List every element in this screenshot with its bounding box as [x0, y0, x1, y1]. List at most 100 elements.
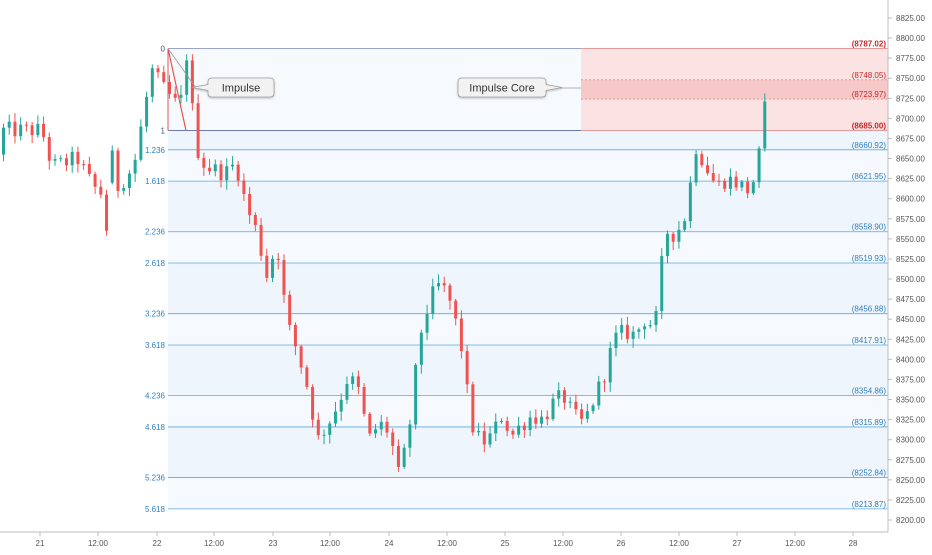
- candle: [356, 370, 360, 395]
- candle: [660, 248, 664, 319]
- candle: [408, 419, 412, 457]
- candle: [316, 412, 320, 440]
- callout-text: Impulse: [222, 83, 261, 95]
- fib-price-label: (8519.93): [852, 254, 887, 263]
- candle: [374, 424, 378, 439]
- candle: [162, 65, 166, 84]
- time-tick-label: 25: [501, 539, 510, 548]
- candle: [276, 252, 280, 270]
- candle: [368, 411, 372, 437]
- candle: [122, 184, 126, 195]
- impulse-core-callout: Impulse Core: [457, 77, 563, 98]
- candle: [293, 322, 297, 356]
- candle: [757, 146, 761, 188]
- candle: [728, 168, 732, 196]
- price-tick-label: 8550.00: [896, 235, 925, 244]
- candle: [265, 248, 269, 283]
- candle: [557, 382, 561, 407]
- fib-ratio-label: 3.618: [145, 341, 166, 350]
- price-tick-label: 8675.00: [896, 134, 925, 143]
- time-tick-label: 12:00: [204, 539, 225, 548]
- candle: [70, 146, 74, 173]
- fib-price-label: (8354.86): [852, 387, 887, 396]
- candle: [396, 439, 400, 472]
- candle: [477, 423, 481, 437]
- fib-price-label: (8456.88): [852, 305, 887, 314]
- candle: [362, 383, 366, 417]
- candle: [591, 403, 595, 415]
- candle: [64, 153, 68, 171]
- price-tick-label: 8375.00: [896, 375, 925, 384]
- fib-ratio-label: 0: [161, 45, 166, 54]
- price-tick-label: 8325.00: [896, 416, 925, 425]
- candle: [185, 54, 189, 102]
- candle: [271, 255, 275, 283]
- fib-band: [168, 313, 888, 345]
- candle: [671, 231, 675, 251]
- candle: [540, 410, 544, 428]
- candle: [459, 310, 463, 359]
- fib-band: [168, 130, 888, 150]
- time-tick-label: 24: [385, 539, 394, 548]
- candle: [419, 329, 423, 374]
- candle: [328, 421, 332, 444]
- price-tick-label: 8400.00: [896, 355, 925, 364]
- fib-ratio-label: 5.236: [145, 474, 166, 483]
- price-tick-label: 8225.00: [896, 496, 925, 505]
- core-level-label: (8723.97): [852, 90, 887, 99]
- fib-ratio-label: 5.618: [145, 505, 166, 514]
- candle: [236, 160, 240, 187]
- candle: [683, 218, 687, 233]
- candle: [299, 344, 303, 374]
- candle: [414, 362, 418, 430]
- time-tick-label: 12:00: [437, 539, 458, 548]
- candle: [225, 158, 229, 190]
- candle: [391, 428, 395, 456]
- fib-band: [168, 477, 888, 509]
- time-tick-label: 12:00: [88, 539, 109, 548]
- fib-ratio-label: 1.618: [145, 177, 166, 186]
- candle: [379, 415, 383, 436]
- fib-price-label: (8213.87): [852, 500, 887, 509]
- candle: [19, 117, 23, 141]
- impulse-callout-pointer: [167, 48, 197, 89]
- candle: [173, 86, 177, 102]
- price-tick-label: 8625.00: [896, 175, 925, 184]
- fib-band: [168, 149, 888, 182]
- candle: [76, 146, 80, 173]
- fib-ratio-label: 1: [161, 126, 166, 135]
- fib-ratio-label: 2.618: [145, 259, 166, 268]
- candle: [637, 327, 641, 339]
- core-level-label: (8748.05): [852, 71, 887, 80]
- candle: [82, 159, 86, 170]
- fib-band: [168, 426, 888, 478]
- candle: [522, 421, 526, 438]
- price-tick-label: 8200.00: [896, 516, 925, 525]
- candle: [59, 155, 63, 162]
- price-tick-label: 8300.00: [896, 436, 925, 445]
- price-tick-label: 8700.00: [896, 114, 925, 123]
- candle: [253, 212, 257, 232]
- candle: [585, 403, 589, 423]
- candle: [339, 393, 343, 421]
- candle: [30, 121, 34, 144]
- candle: [2, 123, 5, 162]
- price-tick-label: 8600.00: [896, 195, 925, 204]
- time-tick-label: 28: [849, 539, 858, 548]
- candle: [385, 416, 389, 438]
- candle: [47, 132, 51, 170]
- candle: [127, 170, 131, 197]
- candle: [528, 410, 532, 437]
- time-tick-label: 23: [269, 539, 278, 548]
- candle: [145, 91, 149, 133]
- candle: [700, 151, 704, 168]
- candle: [740, 180, 744, 192]
- fib-levels: 0 1 1.236 (8660.92) 1.618 (8621.95) 2.236 (8558…: [145, 45, 888, 514]
- candle: [116, 147, 120, 198]
- price-tick-label: 8725.00: [896, 94, 925, 103]
- time-tick-label: 21: [36, 539, 45, 548]
- time-tick-label: 12:00: [320, 539, 341, 548]
- candle: [625, 316, 629, 344]
- candle: [87, 156, 91, 177]
